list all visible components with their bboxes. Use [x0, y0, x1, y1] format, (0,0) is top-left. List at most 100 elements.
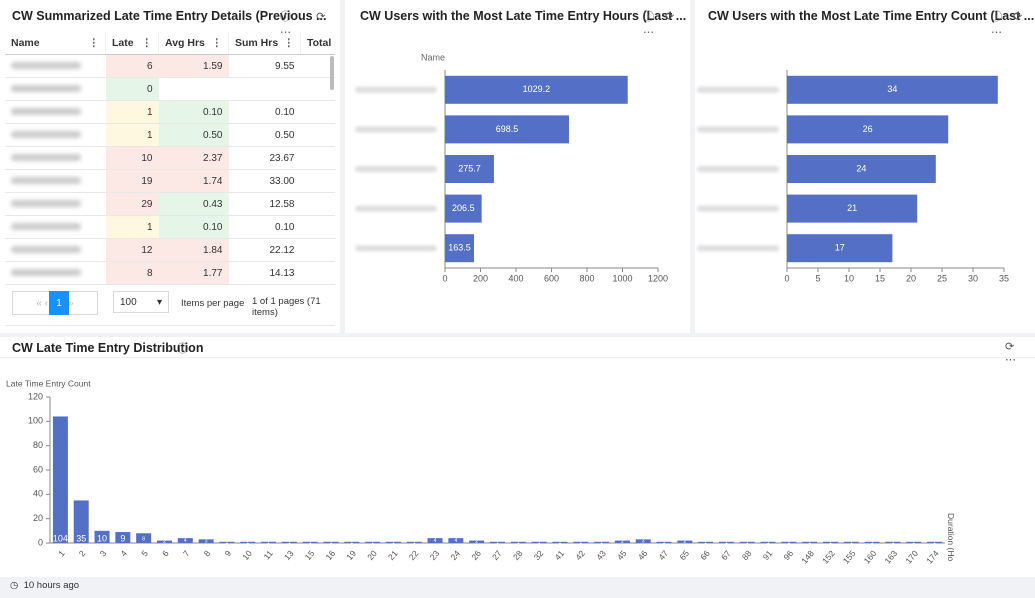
blurred-name: [11, 130, 81, 138]
table-row: 1 0.50 0.50: [5, 123, 335, 147]
avg-cell: 0.43: [158, 192, 229, 216]
avg-cell: 2.37: [158, 146, 229, 170]
name-cell: [5, 100, 106, 124]
data-table: Name ⋮ Late ⋮ Avg Hrs ⋮ Sum Hrs ⋮ Total 6 1.59 9.55…: [5, 32, 335, 284]
blurred-name: [11, 222, 81, 230]
avg-cell: 1.77: [158, 261, 229, 284]
current-page[interactable]: 1: [49, 291, 69, 315]
total-cell: [300, 77, 335, 101]
name-cell: [5, 169, 106, 193]
sum-cell: 33.00: [228, 169, 301, 193]
late-cell: 10: [105, 146, 159, 170]
avg-cell: 1.59: [158, 54, 229, 78]
panel-icons[interactable]: ⟳ ⋯: [1005, 341, 1020, 366]
column-header: Late ⋮: [105, 32, 159, 55]
total-cell: [300, 192, 335, 216]
header-row: Name ⋮ Late ⋮ Avg Hrs ⋮ Sum Hrs ⋮ Total: [5, 32, 335, 55]
panel-title: CW Users with the Most Late Time Entry H…: [360, 9, 687, 23]
total-cell: [300, 54, 335, 78]
panel-icons[interactable]: ⓘ ⟳ ⋯: [643, 11, 679, 39]
sum-cell: 12.58: [228, 192, 301, 216]
total-cell: [300, 123, 335, 147]
page-size[interactable]: 100 ▾: [113, 291, 169, 313]
pager-summary: 1 of 1 pages (71 items): [252, 296, 321, 318]
avg-cell: 1.74: [158, 169, 229, 193]
column-title: Late: [112, 37, 134, 49]
late-cell: 12: [105, 238, 159, 262]
column-title: Total: [307, 37, 332, 49]
avg-cell: [158, 77, 229, 101]
late-cell: 8: [105, 261, 159, 284]
sum-cell: 23.67: [228, 146, 301, 170]
page-size-value: 100: [120, 296, 137, 308]
table-row: 10 2.37 23.67: [5, 146, 335, 170]
sum-cell: 0.10: [228, 100, 301, 124]
avg-cell: 0.10: [158, 100, 229, 124]
avg-cell: 0.50: [158, 123, 229, 147]
column-title: Sum Hrs: [235, 37, 279, 49]
table-row: 1 0.10 0.10: [5, 100, 335, 124]
late-cell: 29: [105, 192, 159, 216]
updated-time: 10 hours ago: [23, 580, 80, 591]
total-cell: [300, 100, 335, 124]
table-row: 0: [5, 77, 335, 101]
late-cell: 1: [105, 123, 159, 147]
blurred-name: [11, 268, 81, 276]
avg-cell: 0.10: [158, 215, 229, 239]
count-panel: CW Users with the Most Late Time Entry C…: [695, 0, 1035, 333]
blurred-name: [11, 84, 81, 92]
table-viewport: Name ⋮ Late ⋮ Avg Hrs ⋮ Sum Hrs ⋮ Total 6 1.59 9.55…: [5, 32, 335, 284]
column-header: Avg Hrs ⋮: [158, 32, 229, 55]
blurred-name: [11, 107, 81, 115]
avg-cell: 1.84: [158, 238, 229, 262]
scrollbar[interactable]: [330, 56, 334, 90]
blurred-name: [11, 61, 81, 69]
name-cell: [5, 77, 106, 101]
sum-cell: [228, 77, 301, 101]
sum-cell: 0.10: [228, 215, 301, 239]
blurred-name: [11, 245, 81, 253]
column-header: Total: [300, 32, 335, 55]
distribution-panel: CW Late Time Entry Distribution ⓘ ⟳ ⋯: [0, 337, 1035, 577]
late-cell: 6: [105, 54, 159, 78]
per-page-label: Items per page: [181, 298, 245, 309]
pager: [5, 284, 335, 326]
total-cell: [300, 146, 335, 170]
column-menu[interactable]: ⋮: [211, 37, 223, 49]
column-menu[interactable]: ⋮: [88, 37, 100, 49]
blurred-name: [11, 176, 81, 184]
column-header: Sum Hrs ⋮: [228, 32, 301, 55]
divider: [0, 357, 1035, 358]
sum-cell: 0.50: [228, 123, 301, 147]
total-cell: [300, 238, 335, 262]
column-title: Avg Hrs: [165, 37, 205, 49]
footer: ◷ 10 hours ago: [10, 580, 80, 591]
table-row: 8 1.77 14.13: [5, 261, 335, 284]
sum-cell: 9.55: [228, 54, 301, 78]
late-cell: 19: [105, 169, 159, 193]
panel-title: CW Summarized Late Time Entry Details (P…: [12, 9, 327, 23]
panel-title: CW Users with the Most Late Time Entry C…: [708, 9, 1035, 23]
total-cell: [300, 215, 335, 239]
column-header: Name ⋮: [5, 32, 106, 55]
name-cell: [5, 215, 106, 239]
name-cell: [5, 123, 106, 147]
column-title: Name: [11, 37, 40, 49]
sum-cell: 14.13: [228, 261, 301, 284]
table-row: 29 0.43 12.58: [5, 192, 335, 216]
name-cell: [5, 54, 106, 78]
column-menu[interactable]: ⋮: [141, 37, 153, 49]
table-row: 12 1.84 22.12: [5, 238, 335, 262]
total-cell: [300, 169, 335, 193]
table-row: 19 1.74 33.00: [5, 169, 335, 193]
blurred-name: [11, 153, 81, 161]
dropdown-arrow: ▾: [156, 296, 162, 308]
panel-icons[interactable]: ⓘ ⟳ ⋯: [991, 11, 1027, 39]
info-icon[interactable]: ⓘ: [177, 343, 192, 355]
column-menu[interactable]: ⋮: [283, 37, 295, 49]
name-cell: [5, 238, 106, 262]
table-panel: CW Summarized Late Time Entry Details (P…: [0, 0, 340, 333]
panel-title: CW Late Time Entry Distribution: [12, 341, 204, 355]
table-row: 1 0.10 0.10: [5, 215, 335, 239]
